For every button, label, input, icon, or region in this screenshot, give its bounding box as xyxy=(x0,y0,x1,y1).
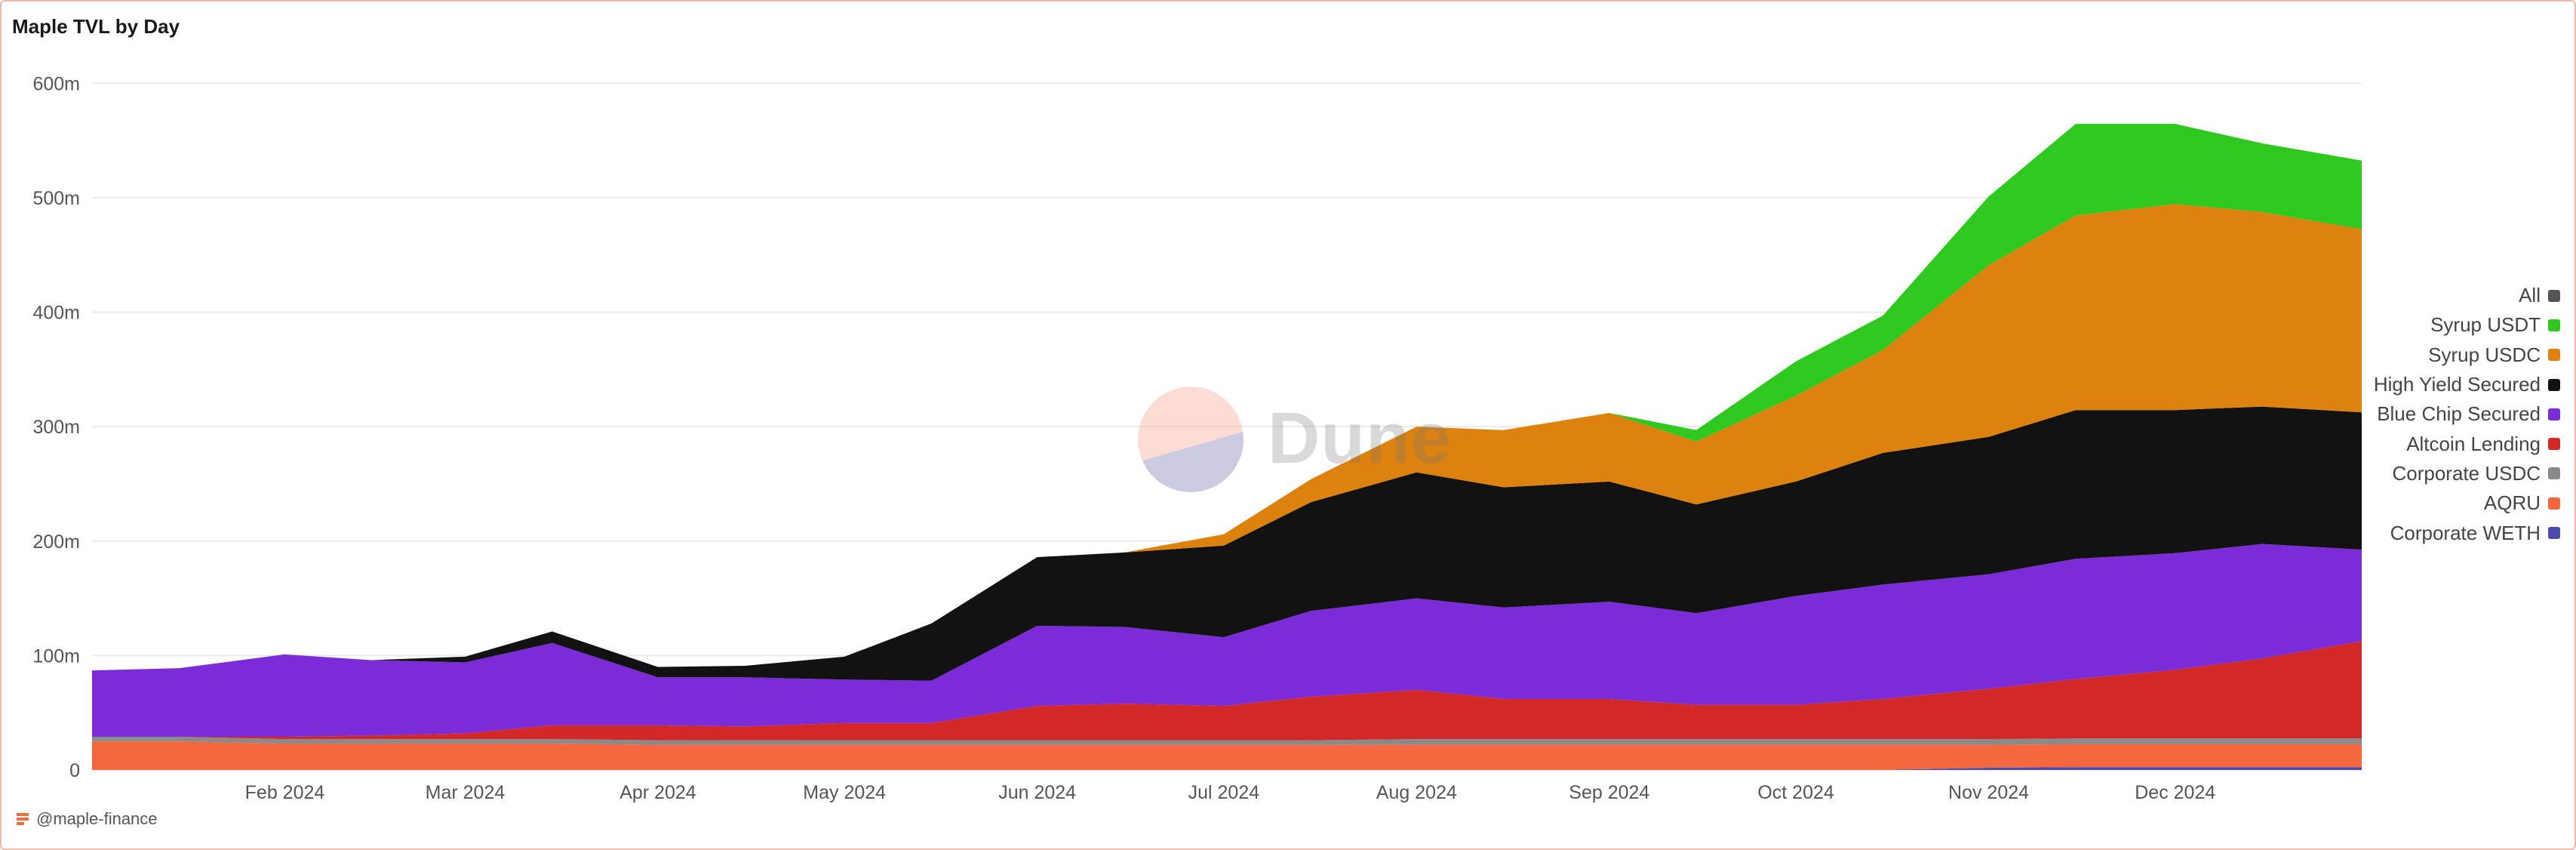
y-tick-label: 400m xyxy=(32,303,80,324)
x-tick-label: Feb 2024 xyxy=(245,782,325,803)
legend-swatch xyxy=(2548,408,2560,420)
legend-item-syrup-usdt[interactable]: Syrup USDT xyxy=(2365,310,2560,340)
attribution[interactable]: @maple-finance xyxy=(17,809,158,829)
legend-label: Syrup USDC xyxy=(2428,343,2541,366)
area-series-high-yield-secured[interactable] xyxy=(92,406,2362,681)
area-series-syrup-usdt[interactable] xyxy=(92,124,2362,671)
area-series-aqru[interactable] xyxy=(92,741,2362,770)
x-axis: Feb 2024 Mar 2024 Apr 2024 May 2024 Jun 2024… xyxy=(245,782,2216,803)
dune-watermark-text: Dune xyxy=(1268,398,1452,479)
stacked-areas xyxy=(92,124,2362,770)
y-tick-label: 200m xyxy=(32,531,80,553)
page-title: Maple TVL by Day xyxy=(12,15,180,38)
legend-swatch xyxy=(2548,349,2560,362)
x-tick-label: Dec 2024 xyxy=(2135,782,2215,803)
x-tick-label: Nov 2024 xyxy=(1948,782,2029,803)
legend-item-syrup-usdc[interactable]: Syrup USDC xyxy=(2365,340,2560,370)
legend-item-high-yield-secured[interactable]: High Yield Secured xyxy=(2365,370,2560,399)
legend-item-aqru[interactable]: AQRU xyxy=(2365,488,2560,518)
area-series-corporate-weth[interactable] xyxy=(92,767,2362,770)
legend-label: Altcoin Lending xyxy=(2406,432,2541,455)
y-tick-label: 0 xyxy=(69,760,80,781)
legend-label: AQRU xyxy=(2483,491,2541,515)
legend-swatch xyxy=(2548,378,2560,391)
x-tick-label: Sep 2024 xyxy=(1569,782,1649,803)
area-series-altcoin-lending[interactable] xyxy=(92,641,2362,741)
legend-swatch xyxy=(2548,527,2560,540)
legend-swatch xyxy=(2548,319,2560,331)
legend-swatch xyxy=(2548,438,2560,451)
area-series-blue-chip-secured[interactable] xyxy=(92,544,2362,737)
legend-label: Corporate WETH xyxy=(2390,521,2541,544)
x-tick-label: Apr 2024 xyxy=(619,782,696,803)
legend-label: Blue Chip Secured xyxy=(2377,402,2541,426)
y-tick-label: 300m xyxy=(32,417,80,438)
dune-logo-icon xyxy=(17,813,29,825)
legend-item-corporate-usdc[interactable]: Corporate USDC xyxy=(2365,459,2560,488)
area-series-syrup-usdc[interactable] xyxy=(92,204,2362,671)
x-tick-label: Aug 2024 xyxy=(1376,782,1457,803)
legend-swatch xyxy=(2548,467,2560,480)
legend-item-altcoin-lending[interactable]: Altcoin Lending xyxy=(2365,429,2560,458)
legend-label: Corporate USDC xyxy=(2392,461,2541,485)
x-tick-label: May 2024 xyxy=(803,782,886,803)
x-tick-label: Oct 2024 xyxy=(1757,782,1834,803)
y-tick-label: 100m xyxy=(32,645,80,667)
legend: All Syrup USDT Syrup USDC High Yield Secure… xyxy=(2365,281,2560,548)
legend-label: Syrup USDT xyxy=(2430,313,2541,337)
area-series-corporate-usdc[interactable] xyxy=(92,737,2362,745)
legend-item-blue-chip-secured[interactable]: Blue Chip Secured xyxy=(2365,399,2560,429)
y-tick-label: 500m xyxy=(32,188,80,209)
y-tick-label: 600m xyxy=(32,73,80,94)
legend-item-all[interactable]: All xyxy=(2365,281,2560,310)
x-tick-label: Jul 2024 xyxy=(1188,782,1260,803)
attribution-handle: @maple-finance xyxy=(36,809,158,828)
legend-label: All xyxy=(2519,284,2541,307)
legend-item-corporate-weth[interactable]: Corporate WETH xyxy=(2365,518,2560,547)
x-tick-label: Mar 2024 xyxy=(426,782,506,803)
dune-watermark-logo xyxy=(1138,387,1243,492)
legend-label: High Yield Secured xyxy=(2373,373,2541,396)
legend-swatch xyxy=(2548,497,2560,510)
legend-swatch xyxy=(2548,289,2560,302)
y-axis: 0 100m 200m 300m 400m 500m 600m xyxy=(32,73,80,781)
x-tick-label: Jun 2024 xyxy=(998,782,1076,803)
